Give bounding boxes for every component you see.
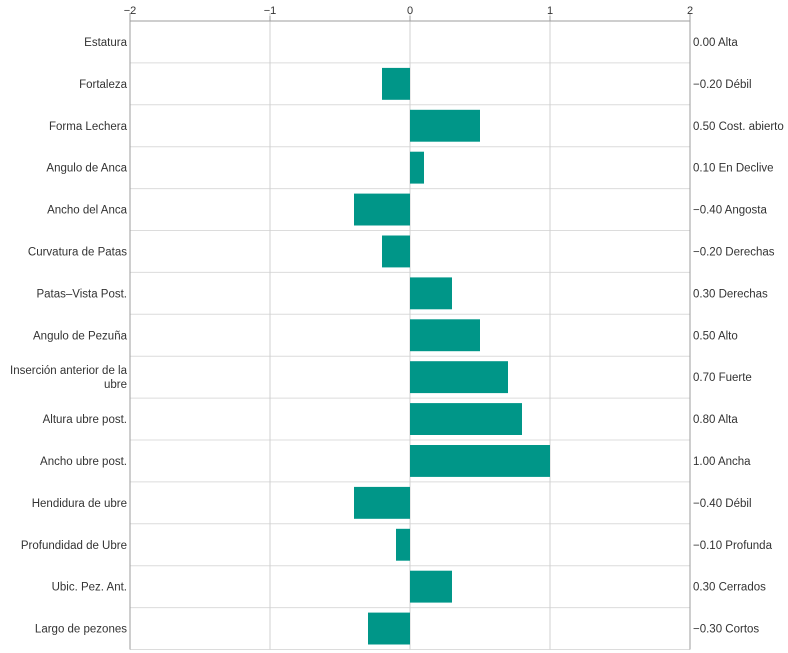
bar	[354, 193, 410, 226]
category-label: Altura ubre post.	[43, 414, 127, 426]
bar	[410, 445, 550, 477]
value-label: 0.00 Alta	[693, 37, 738, 49]
value-label: 0.70 Fuerte	[693, 372, 752, 384]
category-label: Fortaleza	[79, 79, 128, 91]
value-label: 1.00 Ancha	[693, 456, 751, 468]
bar	[382, 235, 410, 268]
value-label: −0.40 Angosta	[693, 205, 767, 217]
bar	[368, 612, 410, 645]
category-label: Inserción anterior de la ubre	[10, 365, 128, 391]
bar	[410, 151, 424, 184]
bar	[410, 361, 508, 394]
value-label: 0.10 En Declive	[693, 163, 774, 175]
bar	[410, 109, 480, 142]
bar	[410, 319, 480, 352]
category-label: Curvatura de Patas	[28, 246, 127, 258]
bar	[354, 486, 410, 519]
x-tick-label: −1	[264, 5, 277, 17]
category-label: Hendidura de ubre	[32, 498, 127, 510]
bar	[382, 67, 410, 100]
value-label: −0.20 Débil	[693, 79, 752, 91]
value-label: −0.30 Cortos	[693, 624, 759, 636]
value-label: 0.80 Alta	[693, 414, 738, 426]
bar	[410, 570, 452, 603]
category-label: Ubic. Pez. Ant.	[52, 582, 127, 594]
category-label: Forma Lechera	[49, 121, 128, 133]
category-label: Ancho del Anca	[47, 205, 128, 217]
x-tick-label: 2	[687, 5, 693, 17]
category-label: Angulo de Anca	[46, 163, 127, 175]
value-label: 0.30 Cerrados	[693, 582, 766, 594]
bar	[410, 277, 452, 310]
category-label: Estatura	[84, 37, 127, 49]
x-tick-label: −2	[124, 5, 137, 17]
category-label: Angulo de Pezuña	[33, 330, 128, 342]
category-label: Patas–Vista Post.	[36, 288, 127, 300]
bar	[410, 403, 522, 435]
category-label: Largo de pezones	[35, 624, 127, 636]
category-label: Profundidad de Ubre	[21, 540, 127, 552]
value-label: 0.50 Cost. abierto	[693, 121, 784, 133]
x-tick-label: 0	[407, 5, 413, 17]
value-label: −0.20 Derechas	[693, 246, 775, 258]
value-label: −0.40 Débil	[693, 498, 752, 510]
category-label: Ancho ubre post.	[40, 456, 127, 468]
value-label: −0.10 Profunda	[693, 540, 773, 552]
value-label: 0.30 Derechas	[693, 288, 768, 300]
x-tick-label: 1	[547, 5, 553, 17]
bar	[396, 528, 410, 561]
value-label: 0.50 Alto	[693, 330, 738, 342]
